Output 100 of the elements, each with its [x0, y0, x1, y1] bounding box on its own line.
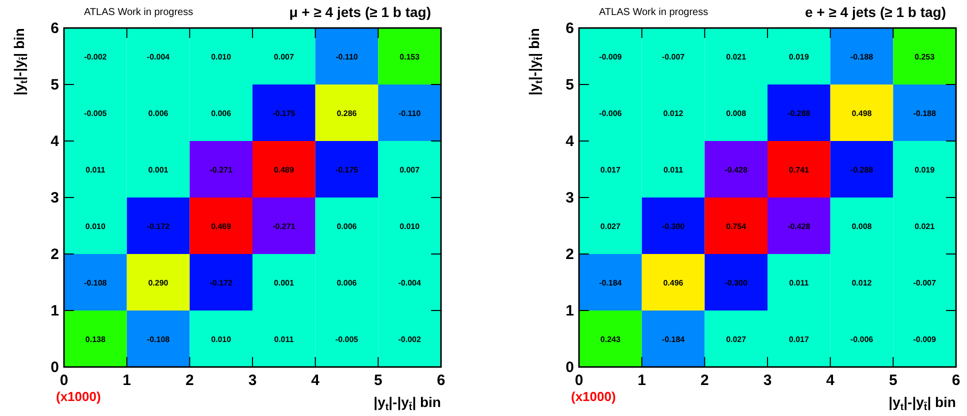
text: (x1000) [56, 389, 101, 404]
data-label: 0.007 [274, 52, 294, 62]
data-label: 0.489 [274, 165, 294, 174]
y-tick-label: 6 [566, 20, 574, 37]
data-label: -0.110 [336, 52, 358, 62]
data-label: 0.011 [663, 165, 684, 174]
data-label: 0.006 [336, 222, 358, 231]
data-label: -0.428 [724, 165, 748, 174]
data-label: -0.184 [599, 278, 622, 288]
data-label: 0.017 [600, 165, 621, 174]
text: ATLAS Work in progress [84, 7, 194, 18]
data-label: 0.027 [726, 334, 747, 344]
y-tick-label: 2 [566, 246, 574, 263]
data-label: 0.010 [211, 334, 232, 344]
x-tick-label: 3 [248, 372, 257, 389]
data-label: 0.006 [211, 108, 232, 118]
x-tick-label: 5 [888, 372, 898, 389]
data-label: -0.300 [724, 278, 748, 288]
x-tick-label: 6 [436, 372, 446, 389]
data-label: -0.009 [913, 334, 936, 344]
data-label: 0.007 [400, 165, 420, 174]
data-label: -0.006 [850, 334, 874, 344]
x-tick-label: 1 [638, 372, 646, 389]
data-label: -0.005 [335, 334, 359, 344]
x-tick-label: 4 [826, 372, 836, 389]
data-label: -0.108 [84, 278, 108, 288]
y-tick-label: 0 [566, 359, 574, 376]
data-label: 0.011 [86, 165, 106, 174]
x-axis-title: |y$_{t}$|-|y$_{t̄}$| bin [374, 394, 441, 413]
data-label: -0.172 [146, 222, 170, 231]
data-label: 0.027 [600, 222, 621, 231]
data-label: -0.002 [84, 52, 108, 62]
data-label: 0.011 [274, 334, 294, 344]
data-label: 0.469 [211, 222, 232, 231]
text: ATLAS Work in progress [599, 7, 708, 18]
data-label: -0.184 [662, 334, 686, 344]
data-label: -0.288 [788, 108, 811, 118]
data-label: -0.108 [146, 334, 170, 344]
data-label: -0.004 [146, 52, 170, 62]
data-label: -0.002 [398, 334, 422, 344]
y-tick-label: 2 [50, 246, 59, 263]
y-tick-label: 3 [566, 190, 574, 206]
data-label: 0.010 [85, 222, 106, 231]
data-label: 0.286 [336, 108, 358, 118]
data-label: -0.172 [210, 278, 233, 288]
data-label: 0.017 [788, 334, 810, 344]
text: (x1000) [571, 389, 616, 404]
x-axis-title: |y$_{t}$|-|y$_{t̄}$| bin [888, 394, 956, 413]
data-label: -0.300 [662, 222, 686, 231]
data-label: 0.243 [600, 334, 621, 344]
x-tick-label: 4 [311, 372, 320, 389]
data-label: 0.290 [148, 278, 169, 288]
data-label: 0.754 [726, 222, 747, 231]
data-label: 0.153 [400, 52, 420, 62]
data-label: 0.019 [914, 165, 936, 174]
data-label: 0.001 [274, 278, 294, 288]
chart-title: e + ≥ 4 jets (≥ 1 b tag) [804, 4, 946, 20]
x-tick-label: 1 [122, 372, 132, 389]
data-label: -0.009 [599, 52, 622, 62]
data-label: 0.138 [85, 334, 106, 344]
data-label: -0.428 [788, 222, 811, 231]
y-tick-label: 6 [50, 20, 59, 37]
data-label: -0.271 [272, 222, 296, 231]
data-label: -0.007 [913, 278, 936, 288]
data-label: -0.188 [850, 52, 874, 62]
y-tick-label: 0 [50, 359, 59, 376]
data-label: -0.004 [398, 278, 422, 288]
x-tick-label: 6 [952, 372, 960, 389]
data-label: -0.175 [272, 108, 296, 118]
data-label: 0.496 [663, 278, 684, 288]
y-tick-label: 1 [50, 302, 59, 320]
data-label: 0.006 [148, 108, 169, 118]
data-label: -0.007 [662, 52, 686, 62]
x-tick-label: 2 [700, 372, 709, 389]
data-label: 0.010 [211, 52, 232, 62]
data-label: 0.021 [726, 52, 747, 62]
data-label: 0.498 [852, 108, 872, 118]
data-label: 0.010 [400, 222, 420, 231]
data-label: -0.188 [913, 108, 936, 118]
data-label: 0.012 [852, 278, 872, 288]
data-label: 0.019 [788, 52, 810, 62]
data-label: 0.001 [148, 165, 169, 174]
data-label: 0.253 [914, 52, 936, 62]
y-tick-label: 1 [566, 302, 574, 320]
data-label: 0.008 [852, 222, 872, 231]
data-label: 0.021 [914, 222, 936, 231]
data-label: -0.110 [398, 108, 422, 118]
chart-title: μ + ≥ 4 jets (≥ 1 b tag) [289, 4, 431, 20]
data-label: -0.006 [599, 108, 622, 118]
data-label: -0.175 [335, 165, 359, 174]
x-tick-label: 2 [185, 372, 194, 389]
data-label: -0.271 [210, 165, 233, 174]
y-tick-label: 4 [566, 133, 575, 150]
y-tick-label: 3 [50, 190, 59, 206]
x-tick-label: 3 [763, 372, 772, 389]
x-tick-label: 5 [374, 372, 382, 389]
data-label: 0.006 [336, 278, 358, 288]
data-label: -0.288 [850, 165, 874, 174]
y-tick-label: 5 [566, 76, 574, 94]
y-tick-label: 5 [50, 76, 59, 94]
